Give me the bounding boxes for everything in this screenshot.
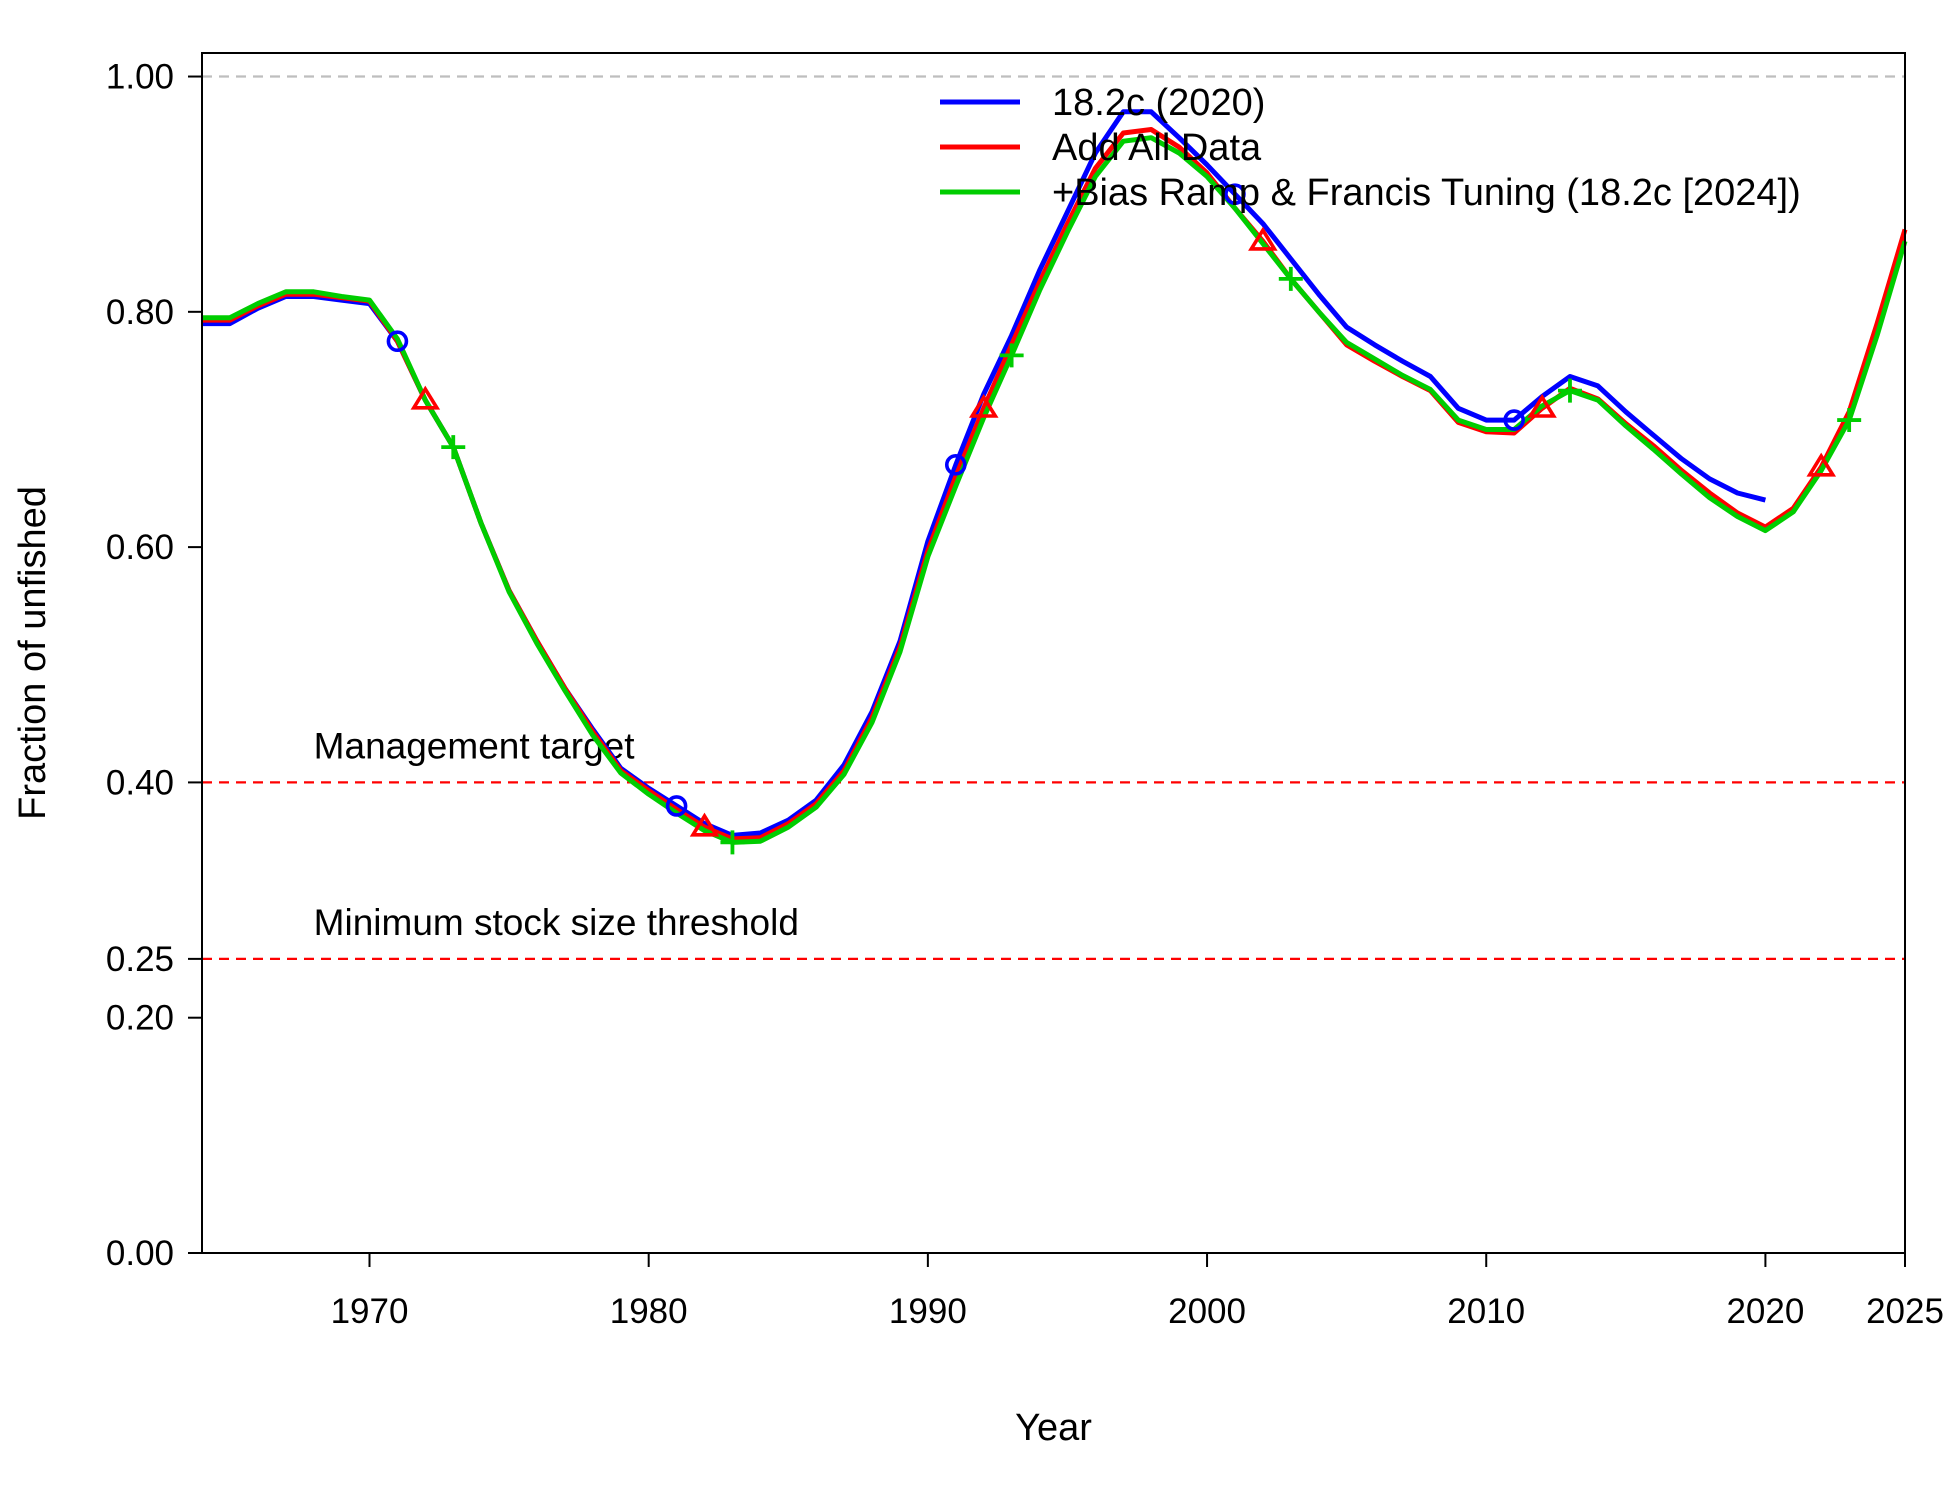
reference-line-label: Minimum stock size threshold (314, 902, 799, 943)
y-tick-label: 0.25 (106, 940, 174, 979)
y-tick-label: 1.00 (106, 58, 174, 97)
series-marker (441, 435, 466, 460)
series-marker (1527, 393, 1557, 418)
y-axis: 0.00 0.20 0.25 0.40 0.60 0.80 1.00 (106, 58, 202, 1273)
x-tick-label: 1970 (331, 1292, 409, 1331)
x-tick-label: 2025 (1866, 1292, 1944, 1331)
y-tick-label: 0.20 (106, 999, 174, 1038)
legend: 18.2c (2020)Add All Data+Bias Ramp & Fra… (940, 82, 1801, 214)
series-marker (1837, 408, 1862, 433)
series-marker (944, 453, 967, 476)
y-tick-label: 0.00 (106, 1234, 174, 1273)
y-tick-label: 0.80 (106, 293, 174, 332)
x-tick-label: 2000 (1168, 1292, 1246, 1331)
y-tick-label: 0.40 (106, 763, 174, 802)
series-marker (410, 385, 441, 410)
series-marker (968, 393, 999, 418)
series-line (202, 135, 1908, 845)
series-markers (386, 183, 1862, 855)
series-marker (1224, 183, 1246, 205)
legend-label: +Bias Ramp & Francis Tuning (18.2c [2024… (1052, 172, 1801, 214)
x-tick-label: 1980 (610, 1292, 688, 1331)
reference-lines: Management target Minimum stock size thre… (202, 75, 1905, 960)
series-marker (1503, 409, 1525, 431)
legend-label: 18.2c (2020) (1052, 82, 1265, 124)
reference-line-label: Management target (314, 725, 636, 766)
x-axis: 1970 1980 1990 2000 2010 2020 2025 (331, 1253, 1944, 1331)
series-marker (1248, 226, 1278, 251)
x-tick-label: 2010 (1447, 1292, 1525, 1331)
plot-frame (201, 52, 1906, 1254)
legend-label: Add All Data (1052, 127, 1262, 169)
series-marker (689, 812, 720, 837)
series-marker (386, 330, 409, 353)
x-tick-label: 1990 (889, 1292, 967, 1331)
series-marker (1278, 266, 1303, 291)
series-marker (665, 795, 688, 817)
series-marker (720, 830, 745, 855)
series-marker (1557, 378, 1582, 403)
series-marker (1806, 452, 1837, 477)
series-marker (999, 343, 1024, 368)
y-axis-title: Fraction of unfished (12, 486, 54, 820)
x-axis-title: Year (1015, 1407, 1092, 1449)
x-tick-label: 2020 (1726, 1292, 1804, 1331)
y-tick-label: 0.60 (106, 528, 174, 567)
